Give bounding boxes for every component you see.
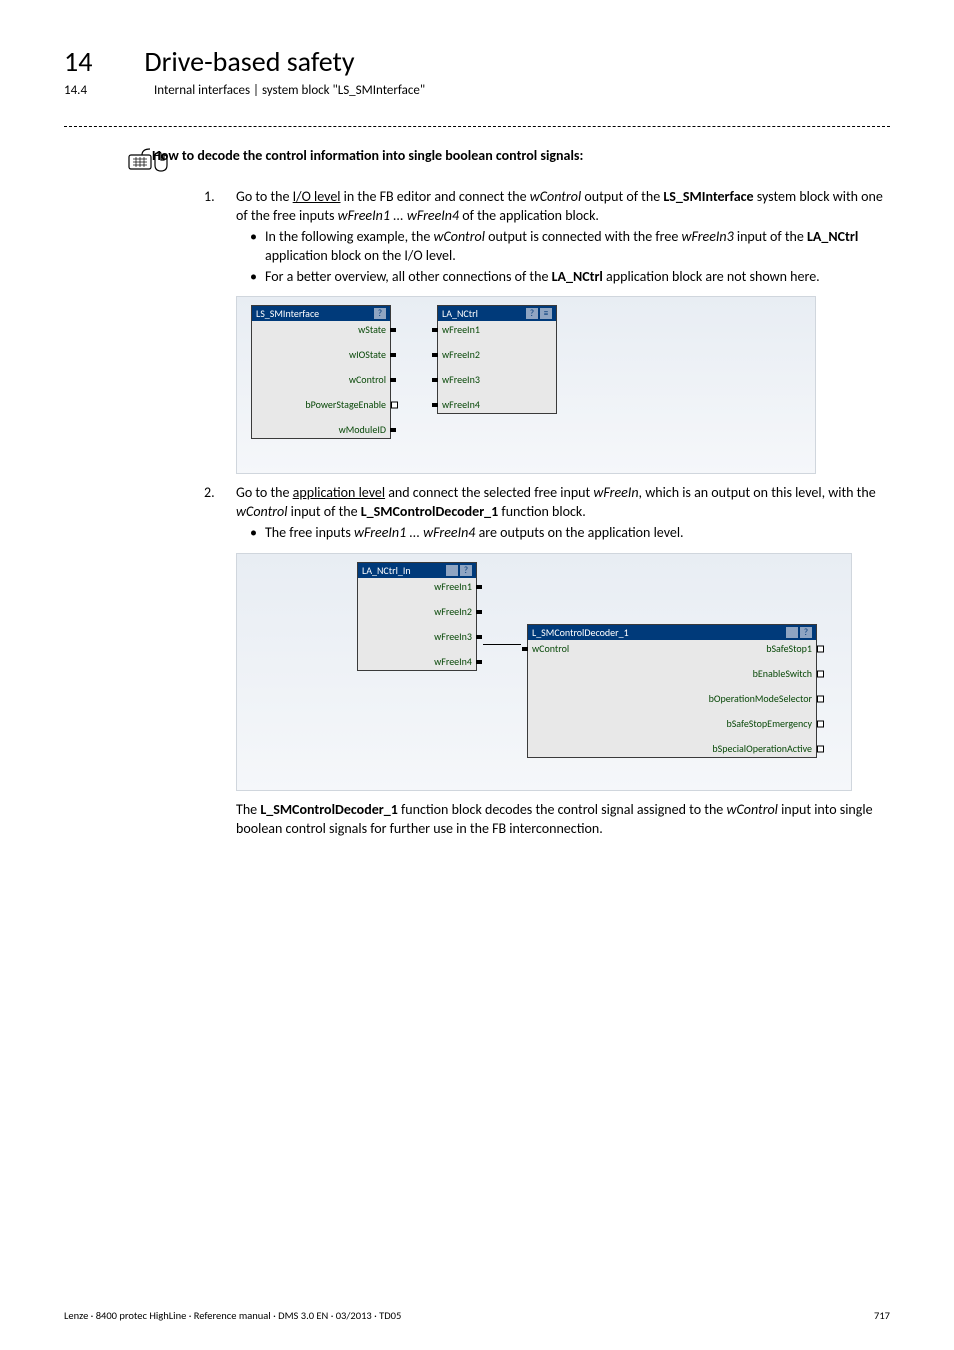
fb-row: wControl xyxy=(528,640,672,657)
step1-text: Go to the I/O level in the FB editor and… xyxy=(236,188,890,226)
diagram-2: LA_NCtrl_In ? wFreeIn1 wFreeIn2 wFreeIn3… xyxy=(236,553,852,791)
diagram-1: LS_SMInterface ? wState wIOState wContro… xyxy=(236,296,816,474)
fb-row: wFreeIn4 xyxy=(438,396,556,413)
application-level-link[interactable]: application level xyxy=(293,484,385,501)
chapter-header: 14 Drive-based safety xyxy=(64,44,890,79)
chapter-number: 14 xyxy=(64,44,92,79)
conclusion-text: The L_SMControlDecoder_1 function block … xyxy=(236,801,890,839)
fb-title: LA_NCtrl_In xyxy=(362,564,411,577)
badge-icon xyxy=(786,627,798,638)
help-icon: ? xyxy=(460,565,472,576)
list-icon: ≡ xyxy=(540,308,552,319)
fb-la-nctrl: LA_NCtrl ? ≡ wFreeIn1 wFreeIn2 wFreeIn3 … xyxy=(437,305,557,414)
help-icon: ? xyxy=(800,627,812,638)
fb-row: wIOState xyxy=(252,346,390,363)
help-icon: ? xyxy=(374,308,386,319)
io-level-link[interactable]: I/O level xyxy=(293,188,341,205)
step1-bullet1: • In the following example, the wControl… xyxy=(250,228,890,266)
fb-row: bSpecialOperationActive xyxy=(672,740,816,757)
fb-l-smcontroldecoder: L_SMControlDecoder_1 ? wControl bSafeSto… xyxy=(527,624,817,758)
fb-row: wFreeIn1 xyxy=(438,321,556,338)
fb-row: bPowerStageEnable xyxy=(252,396,390,413)
fb-la-nctrl-in: LA_NCtrl_In ? wFreeIn1 wFreeIn2 wFreeIn3… xyxy=(357,562,477,671)
footer-left: Lenze · 8400 protec HighLine · Reference… xyxy=(64,1309,401,1322)
fb-title: LS_SMInterface xyxy=(256,307,319,320)
fb-row: bOperationModeSelector xyxy=(672,690,816,707)
step2-bullet1: • The free inputs wFreeIn1 ... wFreeIn4 … xyxy=(250,524,890,543)
fb-row: wFreeIn4 xyxy=(358,653,476,670)
instruction-heading-row: How to decode the control information in… xyxy=(64,147,890,178)
step1-bullet2: • For a better overview, all other conne… xyxy=(250,268,890,287)
fb-row: wFreeIn3 xyxy=(358,628,476,645)
fb-title: L_SMControlDecoder_1 xyxy=(532,626,629,639)
mouse-icon xyxy=(64,147,128,178)
step-1: 1. Go to the I/O level in the FB editor … xyxy=(204,188,890,288)
fb-row: wState xyxy=(252,321,390,338)
chapter-title: Drive-based safety xyxy=(144,44,354,79)
section-header: 14.4 Internal interfaces | system block … xyxy=(64,83,890,98)
section-number: 14.4 xyxy=(64,83,102,98)
step2-text: Go to the application level and connect … xyxy=(236,484,890,522)
fb-row: wFreeIn3 xyxy=(438,371,556,388)
page-number: 717 xyxy=(874,1309,890,1322)
section-title: Internal interfaces | system block "LS_S… xyxy=(154,83,425,98)
step-number: 2. xyxy=(204,484,218,545)
badge-icon xyxy=(446,565,458,576)
help-icon: ? xyxy=(526,308,538,319)
fb-row: bSafeStopEmergency xyxy=(672,715,816,732)
step-2: 2. Go to the application level and conne… xyxy=(204,484,890,545)
fb-row: wModuleID xyxy=(252,421,390,438)
fb-row: wFreeIn2 xyxy=(358,603,476,620)
step-number: 1. xyxy=(204,188,218,288)
fb-row: wFreeIn2 xyxy=(438,346,556,363)
fb-title: LA_NCtrl xyxy=(442,307,478,320)
instruction-heading: How to decode the control information in… xyxy=(152,147,583,164)
fb-row: wFreeIn1 xyxy=(358,578,476,595)
fb-row: wControl xyxy=(252,371,390,388)
fb-ls-sminterface: LS_SMInterface ? wState wIOState wContro… xyxy=(251,305,391,439)
separator xyxy=(64,126,890,127)
fb-row: bEnableSwitch xyxy=(672,665,816,682)
page-footer: Lenze · 8400 protec HighLine · Reference… xyxy=(64,1309,890,1322)
fb-row: bSafeStop1 xyxy=(672,640,816,657)
wire xyxy=(483,644,521,645)
